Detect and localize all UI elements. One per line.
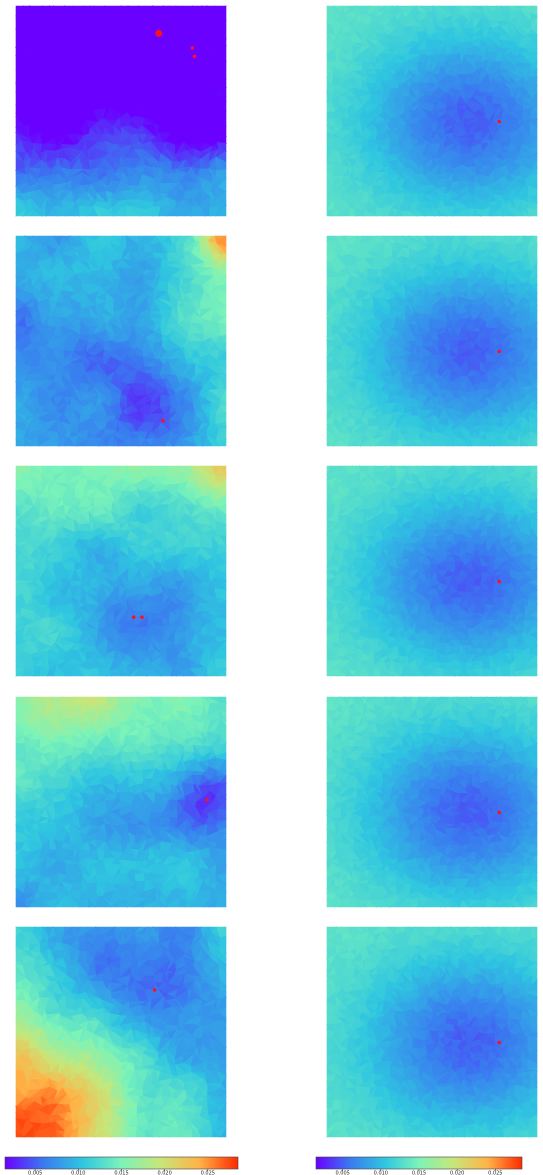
heatmap-panel-r2-c2 [327,236,537,446]
heatmap-panel-r1-c1 [16,6,226,216]
source-marker [193,55,197,59]
source-marker [191,46,195,50]
heatmap-panel-r2-c1 [16,236,226,446]
source-marker [161,419,165,423]
heatmap-panels [16,6,537,1137]
source-marker [497,120,501,124]
heatmap-panel-r1-c2 [327,6,537,216]
source-marker [155,30,162,37]
